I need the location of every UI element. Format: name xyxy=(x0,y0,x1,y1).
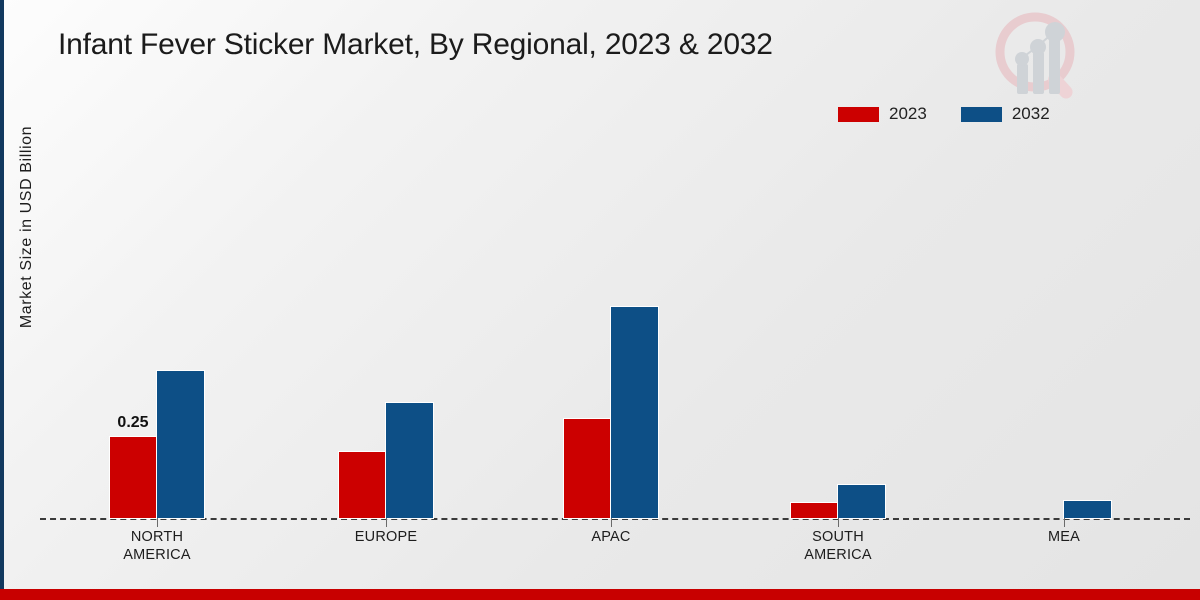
x-label-south-america-line2: AMERICA xyxy=(804,547,872,563)
bar-south-america-2032[interactable] xyxy=(837,484,886,519)
bar-apac-2023[interactable] xyxy=(563,418,612,519)
x-label-south-america-line1: SOUTH xyxy=(812,529,864,545)
chart-legend: 2023 2032 xyxy=(838,104,1050,124)
x-label-north-america-line2: AMERICA xyxy=(123,547,191,563)
bar-south-america-2023[interactable] xyxy=(790,502,839,519)
x-tick-apac xyxy=(611,518,612,527)
data-label-north-america-2023: 0.25 xyxy=(117,414,149,431)
x-tick-mea xyxy=(1064,518,1065,527)
x-label-europe: EUROPE xyxy=(296,528,476,546)
bottom-accent-strip xyxy=(0,589,1200,600)
x-tick-south-america xyxy=(838,518,839,527)
x-label-mea-line1: MEA xyxy=(1047,529,1081,545)
x-label-north-america-line1: NORTH xyxy=(130,529,184,545)
x-label-mea: MEA xyxy=(974,528,1154,546)
x-label-north-america: NORTH AMERICA xyxy=(67,528,247,564)
bar-europe-2032[interactable] xyxy=(385,402,434,519)
x-label-europe-line1: EUROPE xyxy=(354,529,418,545)
x-tick-europe xyxy=(386,518,387,527)
chart-title: Infant Fever Sticker Market, By Regional… xyxy=(58,28,773,61)
legend-item-2032[interactable]: 2032 xyxy=(960,104,1050,124)
legend-swatch-2032 xyxy=(960,106,1002,122)
bar-north-america-2032[interactable] xyxy=(156,370,205,519)
legend-item-2023[interactable]: 2023 xyxy=(838,104,927,124)
x-label-south-america: SOUTH AMERICA xyxy=(748,528,928,564)
legend-swatch-2023 xyxy=(838,106,879,122)
x-label-apac: APAC xyxy=(521,528,701,546)
x-tick-north-america xyxy=(157,518,158,527)
left-accent-spine xyxy=(0,0,4,600)
bar-north-america-2023[interactable] xyxy=(109,436,158,519)
bar-mea-2032[interactable] xyxy=(1063,500,1112,519)
legend-label-2032: 2032 xyxy=(1011,104,1050,123)
bar-europe-2023[interactable] xyxy=(338,451,387,519)
x-axis-baseline xyxy=(40,518,1190,520)
x-label-apac-line1: APAC xyxy=(591,529,631,545)
bar-apac-2032[interactable] xyxy=(610,306,659,519)
legend-label-2023: 2023 xyxy=(889,104,927,123)
